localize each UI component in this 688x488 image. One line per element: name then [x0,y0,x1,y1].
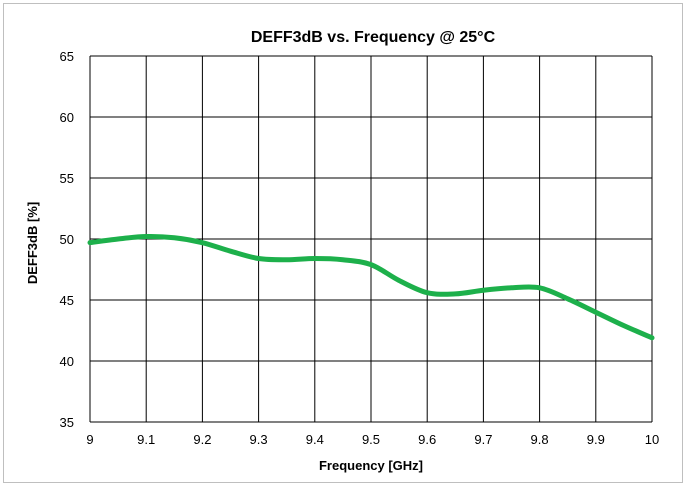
y-axis-label: DEFF3dB [%] [25,202,40,284]
x-tick-label: 9.5 [362,432,380,447]
line-chart: DEFF3dB vs. Frequency @ 25°C 9 9.1 9.2 9.3 9… [25,29,659,473]
x-axis-label: Frequency [GHz] [319,458,423,473]
chart-title: DEFF3dB vs. Frequency @ 25°C [251,29,496,46]
x-tick-label: 9.9 [587,432,605,447]
y-tick-label: 50 [60,232,74,247]
y-tick-label: 35 [60,415,74,430]
y-tick-label: 45 [60,293,74,308]
series-line [87,234,655,341]
x-tick-label: 9.6 [418,432,436,447]
y-tick-label: 55 [60,171,74,186]
y-tick-label: 60 [60,110,74,125]
x-tick-label: 9.8 [531,432,549,447]
x-tick-label: 9 [86,432,93,447]
plot-grid [89,55,653,423]
x-tick-labels: 9 9.1 9.2 9.3 9.4 9.5 9.6 9.7 9.8 9.9 10 [86,432,659,447]
chart-frame: DEFF3dB vs. Frequency @ 25°C 9 9.1 9.2 9.3 9… [3,3,683,483]
x-tick-label: 9.1 [137,432,155,447]
y-tick-labels: 35 40 45 50 55 60 65 [60,49,74,430]
y-tick-label: 40 [60,354,74,369]
series-lines [87,234,655,341]
x-tick-label: 9.7 [474,432,492,447]
x-tick-label: 9.3 [250,432,268,447]
x-tick-label: 9.2 [193,432,211,447]
y-tick-label: 65 [60,49,74,64]
x-tick-label: 10 [645,432,659,447]
x-tick-label: 9.4 [306,432,324,447]
